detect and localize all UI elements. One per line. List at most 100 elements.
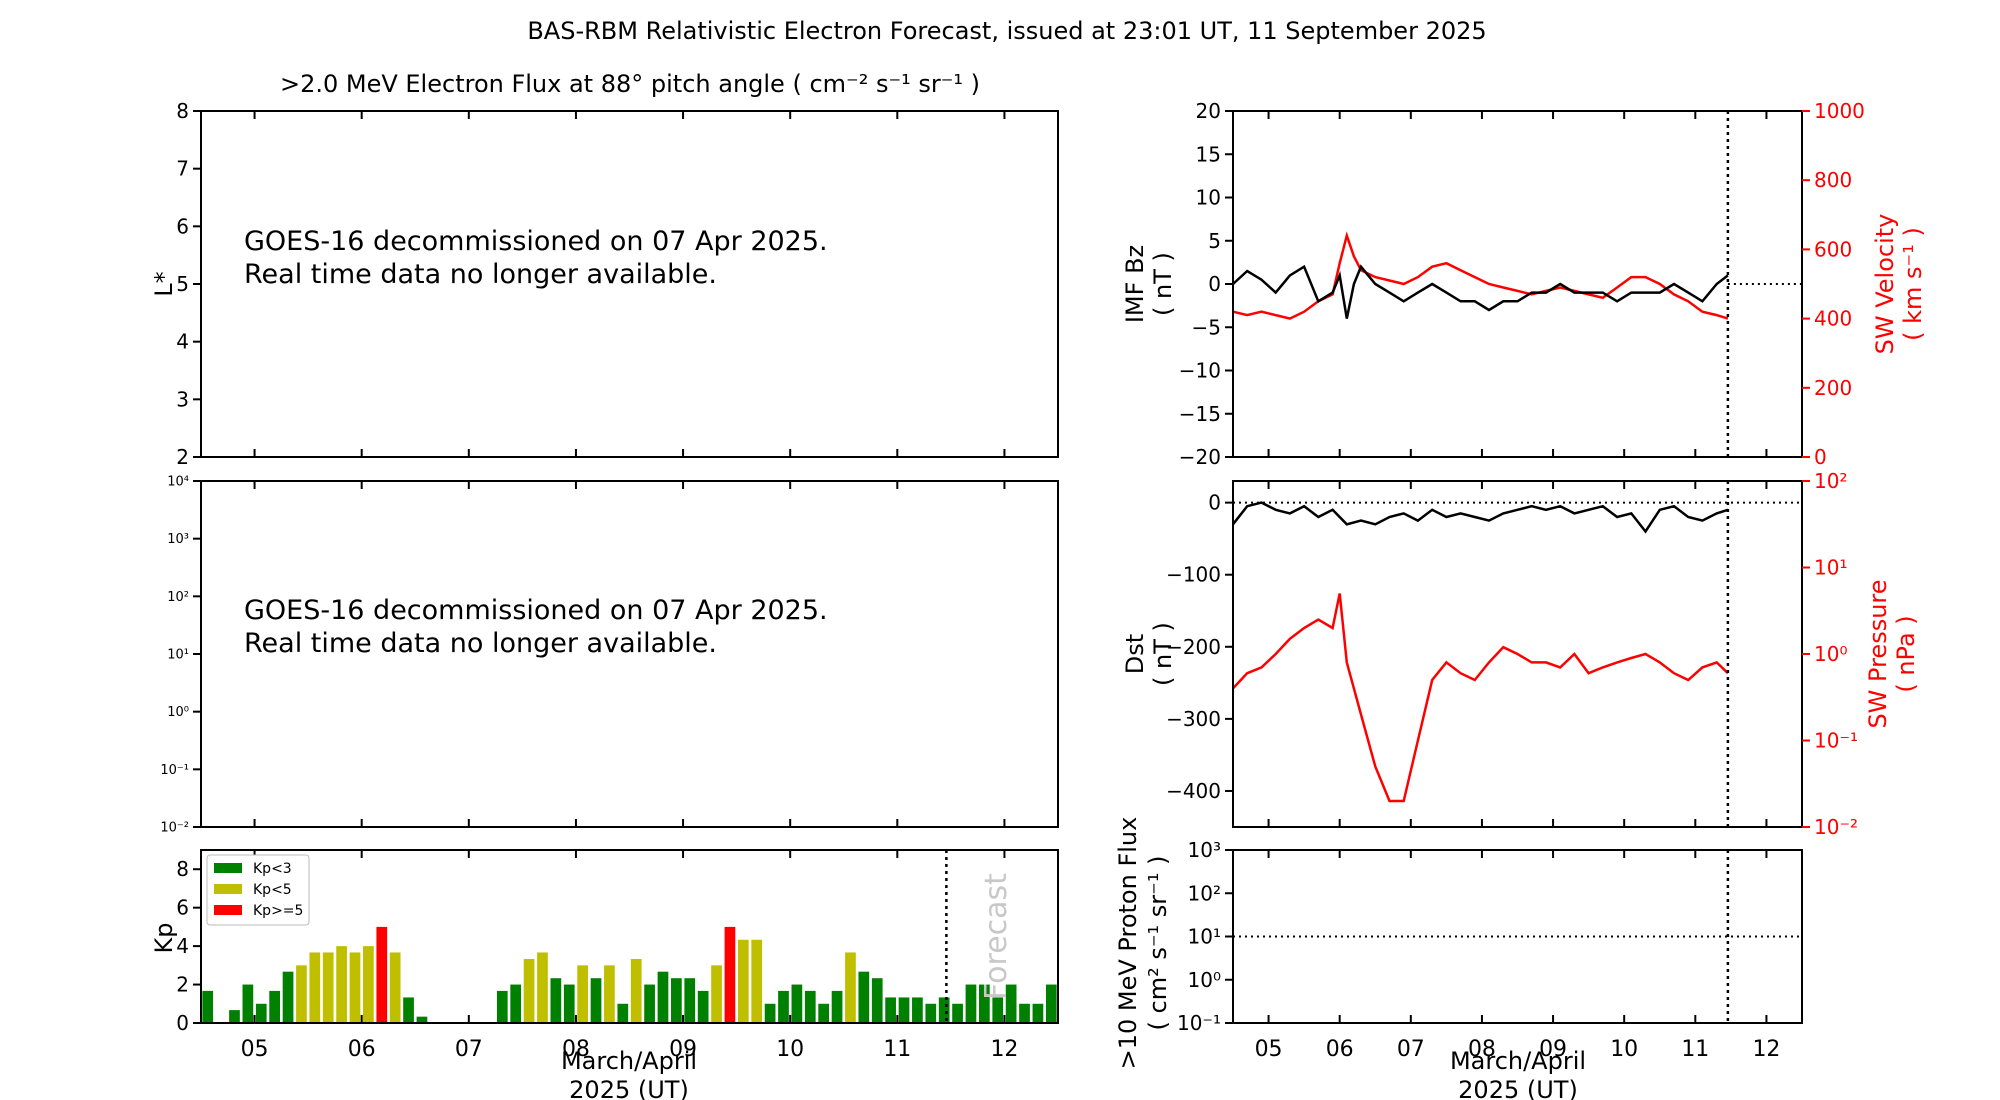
y-tick-label: 5: [176, 272, 189, 296]
flux-y-axis: 2 3 4 5 6 7 8: [176, 99, 201, 469]
y-tick-label: −5: [1192, 315, 1221, 339]
y-tick-label: 10⁰: [1814, 642, 1847, 666]
y-tick-label: 200: [1814, 376, 1852, 400]
kp-x-axis: 05 06 07 08 09 10 11 12: [241, 850, 1018, 1062]
kp-bars: [202, 926, 1057, 1023]
kp-bar: [684, 978, 696, 1023]
kp-legend-swatch-low: [214, 863, 242, 873]
kp-bar: [858, 971, 870, 1023]
kp-bar: [376, 926, 388, 1023]
kp-bar: [657, 971, 669, 1023]
dst-y-axis-right: 10⁻² 10⁻¹ 10⁰ 10¹ 10²: [1802, 469, 1858, 839]
kp-bar: [885, 997, 896, 1023]
y-tick-label: 10⁻¹: [160, 763, 189, 778]
y-tick-label: 0: [1814, 445, 1827, 469]
x-tick-label: 12: [1752, 1037, 1780, 1062]
dst-y-label-right-2: ( nPa ): [1892, 615, 1920, 692]
imf-y-label-right-1: SW Velocity: [1871, 214, 1899, 355]
y-tick-label: 10⁰: [1188, 968, 1221, 992]
dst-y-label-right-1: SW Pressure: [1864, 579, 1892, 728]
figure-title: BAS-RBM Relativistic Electron Forecast, …: [527, 17, 1486, 45]
x-tick-label: 05: [241, 1037, 269, 1062]
y-tick-label: 10⁻²: [1814, 815, 1858, 839]
kp-bar: [912, 997, 923, 1023]
kp-bar: [349, 952, 361, 1023]
dst-y-label-1: Dst: [1121, 634, 1149, 674]
kp-y-label: Kp: [150, 923, 178, 954]
y-tick-label: 8: [176, 857, 189, 881]
flux2-panel: 10⁻² 10⁻¹ 10⁰ 10¹ 10² 10³ 10⁴ GOES-16 decommis…: [160, 475, 1059, 836]
kp-bar: [202, 990, 214, 1023]
y-tick-label: 0: [1208, 491, 1221, 515]
y-tick-label: 400: [1814, 307, 1852, 331]
y-tick-label: 4: [176, 934, 189, 958]
imf-y-axis: −20 −15 −10 −5 0 5 10 15 20: [1179, 99, 1233, 469]
y-tick-label: 4: [176, 330, 189, 354]
y-tick-label: 10⁴: [167, 475, 189, 490]
kp-legend: Kp<3 Kp<5 Kp>=5: [206, 854, 310, 926]
kp-bar: [510, 984, 522, 1023]
kp-bar: [309, 952, 321, 1023]
kp-x-label-1: March/April: [561, 1047, 697, 1075]
x-tick-label: 07: [455, 1037, 483, 1062]
y-tick-label: 0: [176, 1011, 189, 1035]
kp-frame: [200, 849, 1059, 1024]
kp-bar: [644, 984, 655, 1023]
kp-bar: [296, 965, 307, 1023]
y-tick-label: 10¹: [1188, 925, 1221, 949]
dst-line: [1232, 501, 1729, 534]
proton-y-axis: 10⁻¹ 10⁰ 10¹ 10² 10³: [1177, 838, 1233, 1035]
kp-bar: [590, 978, 602, 1023]
imf-bz-line: [1232, 264, 1729, 319]
kp-bar: [697, 990, 709, 1023]
y-tick-label: 2: [176, 973, 189, 997]
kp-bar: [523, 958, 535, 1023]
imf-y-axis-right: 0 200 400 600 800 1000: [1802, 99, 1865, 469]
flux-panel: >2.0 MeV Electron Flux at 88° pitch angl…: [150, 70, 1059, 469]
kp-bar: [336, 946, 347, 1023]
flux2-x-ticks: [253, 481, 1006, 827]
y-tick-label: 1000: [1814, 99, 1865, 123]
kp-bar: [563, 984, 575, 1023]
y-tick-label: −15: [1179, 402, 1221, 426]
proton-x-label-1: March/April: [1450, 1047, 1586, 1075]
kp-bar: [269, 990, 281, 1023]
kp-legend-swatch-high: [214, 905, 242, 915]
kp-legend-mid: Kp<5: [253, 882, 292, 898]
proton-y-label-1: >10 MeV Proton Flux: [1114, 817, 1142, 1070]
dst-y-axis: −400 −300 −200 −100 0: [1166, 491, 1233, 803]
kp-bar: [978, 984, 990, 1023]
kp-bar: [363, 946, 374, 1023]
kp-bar: [791, 984, 803, 1023]
y-tick-label: −20: [1179, 445, 1221, 469]
kp-bar: [242, 984, 254, 1023]
y-tick-label: 10⁰: [167, 705, 189, 720]
flux2-notice-line-2: Real time data no longer available.: [244, 628, 717, 659]
y-tick-label: 600: [1814, 237, 1852, 261]
x-tick-label: 10: [776, 1037, 804, 1062]
x-tick-label: 11: [883, 1037, 911, 1062]
x-tick-label: 09: [669, 1037, 697, 1062]
imf-y-label-1: IMF Bz: [1121, 245, 1149, 323]
x-tick-label: 05: [1255, 1037, 1283, 1062]
kp-bar: [737, 939, 749, 1023]
y-tick-label: 8: [176, 99, 189, 123]
y-tick-label: −200: [1166, 635, 1221, 659]
x-tick-label: 12: [990, 1037, 1018, 1062]
kp-bar: [229, 1010, 240, 1023]
y-tick-label: 10¹: [1814, 556, 1847, 580]
kp-bar: [925, 1003, 937, 1023]
kp-bar: [764, 1003, 776, 1023]
imf-plot-area: [1233, 111, 1802, 457]
kp-bar: [1019, 1003, 1030, 1023]
x-tick-label: 10: [1610, 1037, 1638, 1062]
imf-y-label-right-2: ( km s⁻¹ ): [1899, 227, 1927, 341]
y-tick-label: 10: [1196, 186, 1221, 210]
y-tick-label: 10³: [1188, 838, 1221, 862]
sw-pressure-line: [1232, 593, 1729, 803]
x-tick-label: 07: [1397, 1037, 1425, 1062]
y-tick-label: 15: [1196, 142, 1221, 166]
kp-bar: [389, 952, 401, 1023]
